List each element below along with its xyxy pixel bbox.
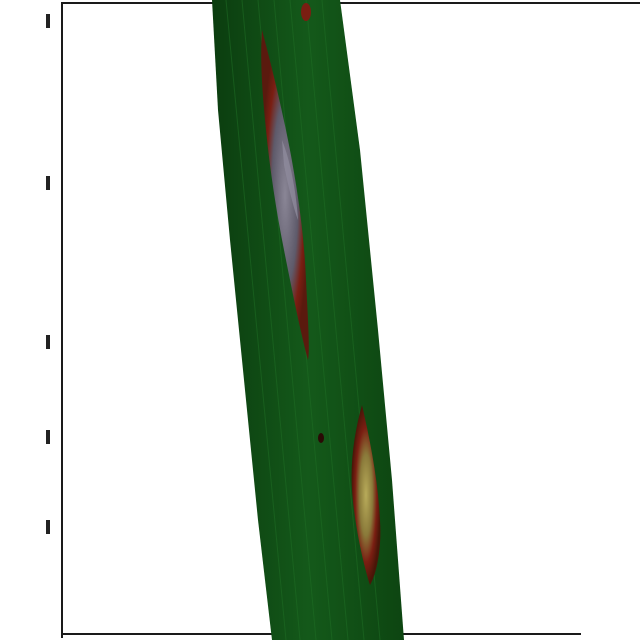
frame-top-border [61, 2, 640, 4]
axis-tick [46, 520, 50, 534]
axis-tick [46, 430, 50, 444]
axis-tick [46, 176, 50, 190]
lesion-lower [351, 405, 381, 585]
axis-tick [46, 335, 50, 349]
lesion-top-spot [301, 3, 311, 21]
axis-tick [46, 14, 50, 28]
lesion-upper [261, 30, 309, 360]
lesion-dark-dot [318, 433, 324, 443]
lesion-upper-core [282, 140, 298, 220]
frame-left-border [61, 2, 63, 638]
